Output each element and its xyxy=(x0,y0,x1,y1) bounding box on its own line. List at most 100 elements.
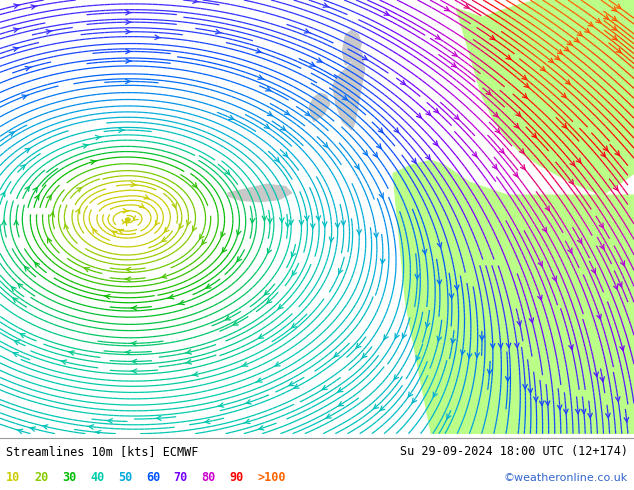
FancyArrowPatch shape xyxy=(612,35,617,40)
FancyArrowPatch shape xyxy=(218,403,224,407)
FancyArrowPatch shape xyxy=(317,58,322,62)
FancyArrowPatch shape xyxy=(323,222,327,226)
FancyArrowPatch shape xyxy=(394,128,399,133)
FancyArrowPatch shape xyxy=(259,334,264,338)
FancyArrowPatch shape xyxy=(612,7,616,11)
FancyArrowPatch shape xyxy=(222,247,226,252)
FancyArrowPatch shape xyxy=(416,355,420,361)
FancyArrowPatch shape xyxy=(202,240,206,245)
FancyArrowPatch shape xyxy=(256,378,262,382)
FancyArrowPatch shape xyxy=(624,417,628,422)
FancyArrowPatch shape xyxy=(516,112,521,117)
FancyArrowPatch shape xyxy=(125,268,131,272)
FancyArrowPatch shape xyxy=(378,128,383,133)
FancyArrowPatch shape xyxy=(603,146,608,151)
FancyArrowPatch shape xyxy=(363,150,368,155)
FancyArrowPatch shape xyxy=(186,360,191,364)
FancyArrowPatch shape xyxy=(139,203,144,208)
FancyArrowPatch shape xyxy=(15,341,20,344)
FancyArrowPatch shape xyxy=(275,362,280,366)
FancyArrowPatch shape xyxy=(576,409,580,414)
Text: 40: 40 xyxy=(90,471,104,484)
FancyArrowPatch shape xyxy=(31,5,37,9)
FancyArrowPatch shape xyxy=(538,261,542,266)
FancyArrowPatch shape xyxy=(311,224,315,228)
FancyArrowPatch shape xyxy=(614,285,618,290)
FancyArrowPatch shape xyxy=(567,41,572,45)
FancyArrowPatch shape xyxy=(486,90,491,95)
FancyArrowPatch shape xyxy=(362,353,367,358)
FancyArrowPatch shape xyxy=(616,4,621,8)
FancyArrowPatch shape xyxy=(532,133,536,138)
FancyArrowPatch shape xyxy=(281,126,285,130)
Text: >100: >100 xyxy=(257,471,286,484)
FancyArrowPatch shape xyxy=(131,341,136,345)
FancyArrowPatch shape xyxy=(322,386,327,390)
Text: 20: 20 xyxy=(34,471,48,484)
FancyArrowPatch shape xyxy=(160,274,167,278)
FancyArrowPatch shape xyxy=(614,186,618,191)
FancyArrowPatch shape xyxy=(258,75,264,79)
FancyArrowPatch shape xyxy=(84,268,89,272)
FancyArrowPatch shape xyxy=(226,316,231,320)
FancyArrowPatch shape xyxy=(119,229,124,234)
FancyArrowPatch shape xyxy=(268,219,272,223)
FancyArrowPatch shape xyxy=(216,29,221,34)
FancyArrowPatch shape xyxy=(422,249,427,254)
FancyArrowPatch shape xyxy=(236,230,241,235)
FancyArrowPatch shape xyxy=(514,123,519,128)
FancyArrowPatch shape xyxy=(437,243,442,247)
FancyArrowPatch shape xyxy=(192,372,198,376)
FancyArrowPatch shape xyxy=(14,4,20,8)
FancyArrowPatch shape xyxy=(545,206,550,211)
FancyArrowPatch shape xyxy=(144,195,149,199)
FancyArrowPatch shape xyxy=(377,144,381,148)
FancyArrowPatch shape xyxy=(162,237,167,242)
FancyArrowPatch shape xyxy=(454,115,459,120)
FancyArrowPatch shape xyxy=(283,152,288,157)
FancyArrowPatch shape xyxy=(620,346,624,351)
FancyArrowPatch shape xyxy=(64,224,68,229)
FancyArrowPatch shape xyxy=(35,195,39,200)
FancyArrowPatch shape xyxy=(588,22,593,26)
FancyArrowPatch shape xyxy=(242,362,248,367)
FancyArrowPatch shape xyxy=(266,87,271,91)
FancyArrowPatch shape xyxy=(155,416,161,420)
FancyArrowPatch shape xyxy=(323,143,328,147)
FancyArrowPatch shape xyxy=(122,220,127,226)
FancyArrowPatch shape xyxy=(1,192,5,197)
FancyArrowPatch shape xyxy=(42,425,48,429)
FancyArrowPatch shape xyxy=(267,298,272,303)
FancyArrowPatch shape xyxy=(289,382,294,386)
FancyArrowPatch shape xyxy=(384,11,389,15)
FancyArrowPatch shape xyxy=(450,294,454,298)
FancyArrowPatch shape xyxy=(435,35,440,39)
FancyArrowPatch shape xyxy=(22,95,28,99)
FancyArrowPatch shape xyxy=(548,58,553,63)
FancyArrowPatch shape xyxy=(285,222,290,227)
FancyArrowPatch shape xyxy=(569,179,573,184)
FancyArrowPatch shape xyxy=(355,164,359,169)
FancyArrowPatch shape xyxy=(588,413,592,418)
FancyArrowPatch shape xyxy=(507,343,511,348)
FancyArrowPatch shape xyxy=(380,406,385,411)
FancyArrowPatch shape xyxy=(564,409,568,414)
FancyArrowPatch shape xyxy=(20,165,25,170)
FancyArrowPatch shape xyxy=(357,230,361,234)
FancyArrowPatch shape xyxy=(562,93,566,98)
FancyArrowPatch shape xyxy=(178,300,184,305)
FancyArrowPatch shape xyxy=(363,55,367,60)
FancyArrowPatch shape xyxy=(221,232,225,237)
FancyArrowPatch shape xyxy=(25,67,31,71)
FancyArrowPatch shape xyxy=(126,79,131,84)
FancyArrowPatch shape xyxy=(291,252,295,257)
FancyArrowPatch shape xyxy=(96,135,101,140)
FancyArrowPatch shape xyxy=(524,83,529,88)
Text: Streamlines 10m [kts] ECMWF: Streamlines 10m [kts] ECMWF xyxy=(6,445,198,458)
FancyArrowPatch shape xyxy=(472,152,477,157)
FancyArrowPatch shape xyxy=(452,52,457,56)
FancyArrowPatch shape xyxy=(451,339,455,343)
FancyArrowPatch shape xyxy=(612,26,617,30)
FancyArrowPatch shape xyxy=(112,231,117,235)
FancyArrowPatch shape xyxy=(119,128,124,132)
